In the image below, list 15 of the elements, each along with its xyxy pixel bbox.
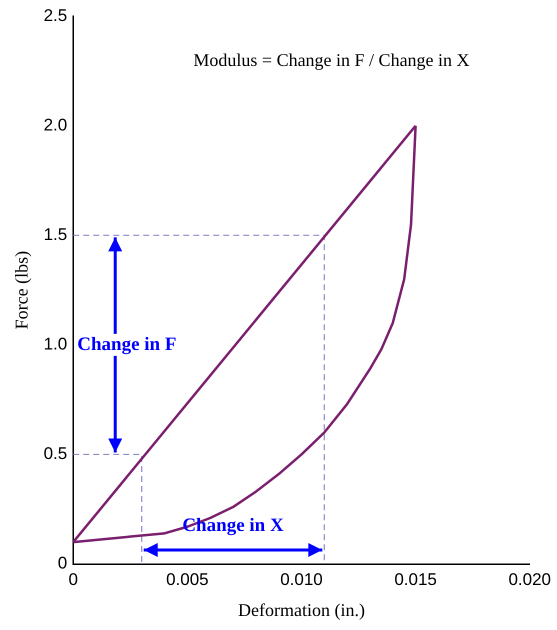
- x-tick-label: 0.010: [280, 570, 323, 589]
- y-tick-label: 2.5: [44, 6, 68, 25]
- x-tick-label: 0.005: [166, 570, 209, 589]
- annotation: Modulus = Change in F / Change in X: [193, 50, 470, 70]
- x-tick-label: 0.015: [394, 570, 437, 589]
- y-tick-label: 2.0: [44, 115, 68, 134]
- y-tick-label: 1.0: [44, 334, 68, 354]
- y-tick-label: 0.5: [44, 444, 68, 464]
- annotation: Change in F: [77, 334, 176, 355]
- y-tick-label: 0: [58, 554, 68, 573]
- y-axis-title: Force (lbs): [12, 250, 32, 330]
- y-tick-label: 1.5: [44, 225, 68, 244]
- x-tick-label: 0.020: [508, 570, 552, 589]
- x-axis-title: Deformation (in.): [238, 600, 365, 620]
- annotation: Change in X: [182, 514, 284, 536]
